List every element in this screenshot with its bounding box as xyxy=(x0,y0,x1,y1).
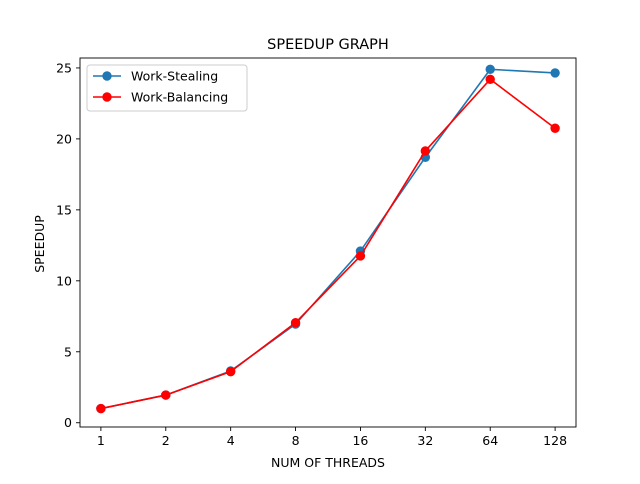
data-point-work-balancing xyxy=(420,146,431,156)
data-point-work-balancing xyxy=(355,251,366,261)
chart-title: SPEEDUP GRAPH xyxy=(267,37,389,53)
series-line-work-balancing xyxy=(100,78,556,410)
x-tick-label: 128 xyxy=(543,433,567,448)
data-point-work-balancing xyxy=(485,74,495,84)
legend-label-work-stealing: Work-Stealing xyxy=(131,69,218,84)
x-tick-label: 64 xyxy=(482,433,498,448)
x-tick-label: 32 xyxy=(417,433,433,448)
y-tick-label: 20 xyxy=(56,131,72,146)
y-axis-label: SPEEDUP xyxy=(32,215,47,273)
plot-area: 1 2 4 8 16 32 64 128 0 5 10 15 20 25 Work-Stealing Work… xyxy=(56,57,577,448)
legend-marker-work-stealing xyxy=(102,71,112,81)
data-point-work-balancing xyxy=(96,403,106,414)
data-point-work-stealing xyxy=(485,64,495,75)
data-point-work-balancing xyxy=(550,123,560,133)
y-tick-label: 5 xyxy=(64,344,72,359)
legend-label-work-balancing: Work-Balancing xyxy=(131,90,228,105)
legend-box xyxy=(86,64,248,112)
data-point-work-stealing xyxy=(550,68,560,78)
x-tick-label: 4 xyxy=(227,433,235,448)
data-point-work-balancing xyxy=(225,366,236,377)
x-axis-label: NUM OF THREADS xyxy=(271,455,385,470)
data-point-work-balancing xyxy=(290,317,301,328)
data-point-work-balancing xyxy=(161,390,171,400)
legend-marker-work-balancing xyxy=(102,92,112,102)
y-tick-label: 10 xyxy=(56,273,72,288)
y-tick-label: 15 xyxy=(56,202,72,217)
x-tick-label: 1 xyxy=(97,433,105,448)
x-tick-label: 8 xyxy=(292,433,300,448)
axes-frame xyxy=(79,57,577,428)
x-tick-label: 2 xyxy=(162,433,170,448)
y-tick-label: 0 xyxy=(64,415,72,430)
y-tick-label: 25 xyxy=(56,60,72,75)
x-tick-label: 16 xyxy=(352,433,368,448)
